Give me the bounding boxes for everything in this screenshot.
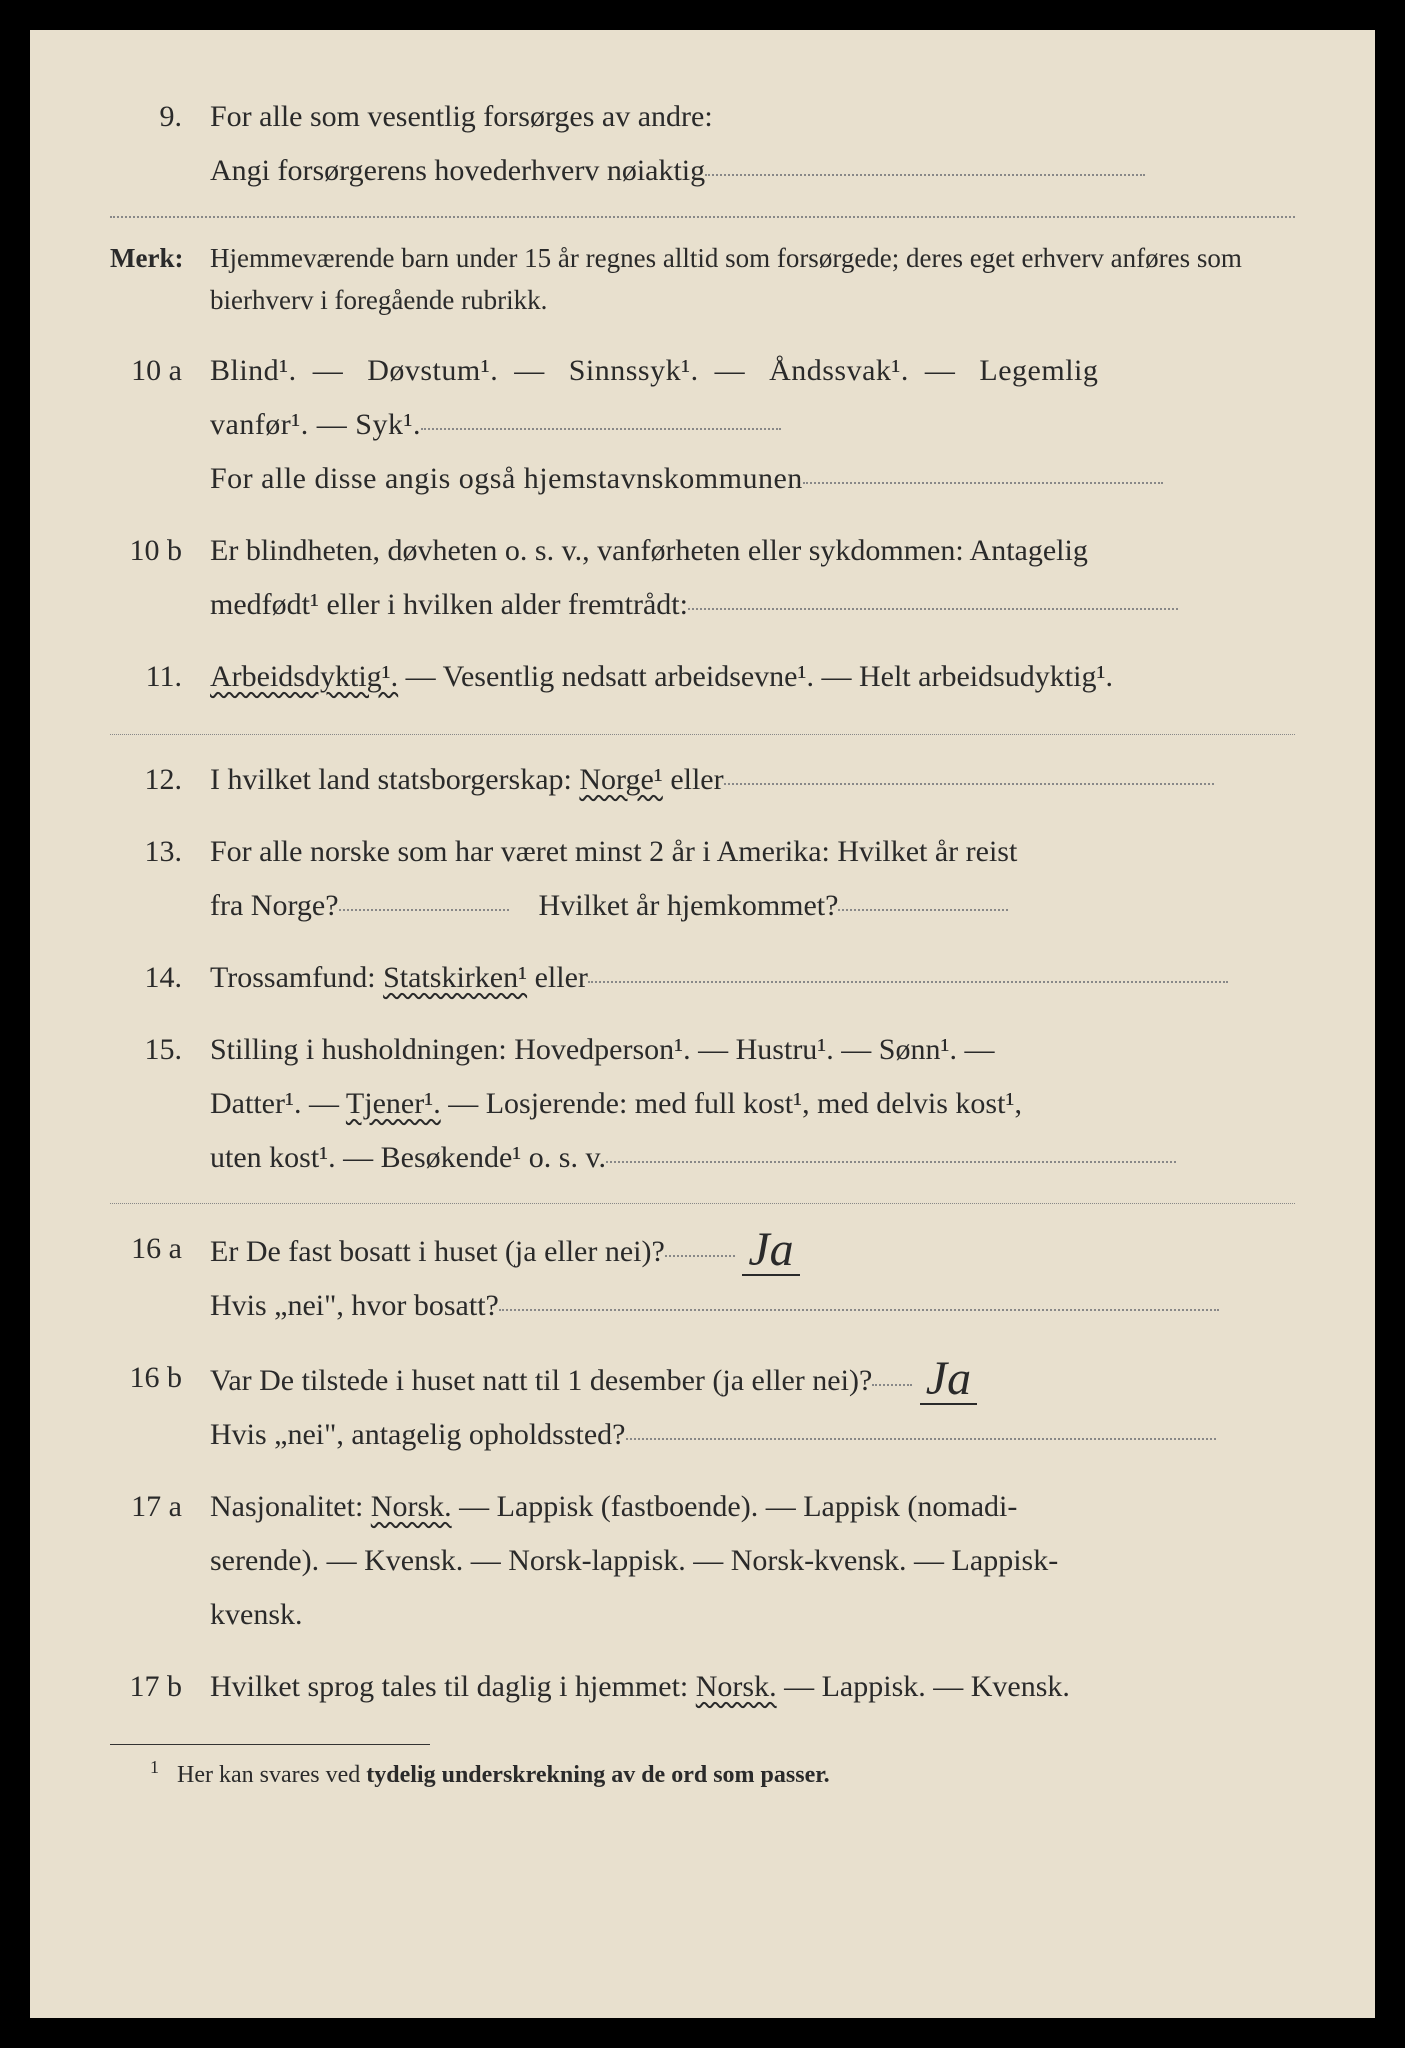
q16b-line2: Hvis „nei", antagelig opholdssted? xyxy=(210,1408,1295,1462)
q10b-line1: Er blindheten, døvheten o. s. v., vanfør… xyxy=(210,524,1295,578)
q15-selected: Tjener¹. xyxy=(346,1087,441,1120)
q10a-line3: For alle disse angis også hjemstavnskomm… xyxy=(210,452,1295,506)
q16a-answer: Ja xyxy=(742,1226,799,1276)
question-12: 12. I hvilket land statsborgerskap: Norg… xyxy=(110,753,1295,807)
q11-number: 11. xyxy=(110,650,210,704)
question-16b: 16 b Var De tilstede i huset natt til 1 … xyxy=(110,1351,1295,1462)
rule-1 xyxy=(110,216,1295,218)
q10a-line2: vanfør¹. — Syk¹. xyxy=(210,398,1295,452)
q10a-number: 10 a xyxy=(110,344,210,506)
question-11: 11. Arbeidsdyktig¹. — Vesentlig nedsatt … xyxy=(110,650,1295,704)
q13-number: 13. xyxy=(110,825,210,933)
rule-3 xyxy=(110,1203,1295,1204)
q15-line2: Datter¹. — Tjener¹. — Losjerende: med fu… xyxy=(210,1077,1295,1131)
merk-text: Hjemmeværende barn under 15 år regnes al… xyxy=(210,238,1295,322)
q12-number: 12. xyxy=(110,753,210,807)
q9-line1: For alle som vesentlig forsørges av andr… xyxy=(210,90,1295,144)
q12-selected: Norge¹ xyxy=(579,763,662,796)
q13-line2: fra Norge? Hvilket år hjemkommet? xyxy=(210,879,1295,933)
q14-selected: Statskirken¹ xyxy=(383,961,527,994)
q16a-line1: Er De fast bosatt i huset (ja eller nei)… xyxy=(210,1222,1295,1279)
q9-number: 9. xyxy=(110,90,210,198)
q16b-number: 16 b xyxy=(110,1351,210,1462)
q17a-selected: Norsk. xyxy=(371,1490,452,1523)
rule-2 xyxy=(110,734,1295,735)
census-form-page: 9. For alle som vesentlig forsørges av a… xyxy=(0,0,1405,2048)
footnote: 1 Her kan svares ved tydelig underskrekn… xyxy=(110,1757,1295,1789)
footnote-rule xyxy=(110,1744,430,1745)
q17a-line1: Nasjonalitet: Norsk. — Lappisk (fastboen… xyxy=(210,1480,1295,1534)
question-13: 13. For alle norske som har været minst … xyxy=(110,825,1295,933)
q14-number: 14. xyxy=(110,951,210,1005)
q10a-line1: Blind¹. — Døvstum¹. — Sinnssyk¹. — Åndss… xyxy=(210,344,1295,398)
question-15: 15. Stilling i husholdningen: Hovedperso… xyxy=(110,1023,1295,1185)
q16b-answer: Ja xyxy=(920,1355,977,1405)
q10b-line2: medfødt¹ eller i hvilken alder fremtrådt… xyxy=(210,578,1295,632)
merk-label: Merk: xyxy=(110,238,210,322)
q13-line1: For alle norske som har været minst 2 år… xyxy=(210,825,1295,879)
q17b-number: 17 b xyxy=(110,1660,210,1714)
question-9: 9. For alle som vesentlig forsørges av a… xyxy=(110,90,1295,198)
question-10b: 10 b Er blindheten, døvheten o. s. v., v… xyxy=(110,524,1295,632)
q10b-number: 10 b xyxy=(110,524,210,632)
q15-line1: Stilling i husholdningen: Hovedperson¹. … xyxy=(210,1023,1295,1077)
q15-line3: uten kost¹. — Besøkende¹ o. s. v. xyxy=(210,1131,1295,1185)
question-10a: 10 a Blind¹. — Døvstum¹. — Sinnssyk¹. — … xyxy=(110,344,1295,506)
q17a-line3: kvensk. xyxy=(210,1588,1295,1642)
q11-selected: Arbeidsdyktig¹. xyxy=(210,660,398,693)
q17a-number: 17 a xyxy=(110,1480,210,1642)
q9-line2: Angi forsørgerens hovederhverv nøiaktig xyxy=(210,144,1295,198)
question-17a: 17 a Nasjonalitet: Norsk. — Lappisk (fas… xyxy=(110,1480,1295,1642)
q15-number: 15. xyxy=(110,1023,210,1185)
q16a-line2: Hvis „nei", hvor bosatt? xyxy=(210,1279,1295,1333)
q16a-number: 16 a xyxy=(110,1222,210,1333)
q16b-line1: Var De tilstede i huset natt til 1 desem… xyxy=(210,1351,1295,1408)
question-16a: 16 a Er De fast bosatt i huset (ja eller… xyxy=(110,1222,1295,1333)
q17b-selected: Norsk. xyxy=(696,1670,777,1703)
q11-rest: — Vesentlig nedsatt arbeidsevne¹. — Helt… xyxy=(398,660,1113,693)
question-14: 14. Trossamfund: Statskirken¹ eller xyxy=(110,951,1295,1005)
q17a-line2: serende). — Kvensk. — Norsk-lappisk. — N… xyxy=(210,1534,1295,1588)
merk-note: Merk: Hjemmeværende barn under 15 år reg… xyxy=(110,238,1295,322)
question-17b: 17 b Hvilket sprog tales til daglig i hj… xyxy=(110,1660,1295,1714)
